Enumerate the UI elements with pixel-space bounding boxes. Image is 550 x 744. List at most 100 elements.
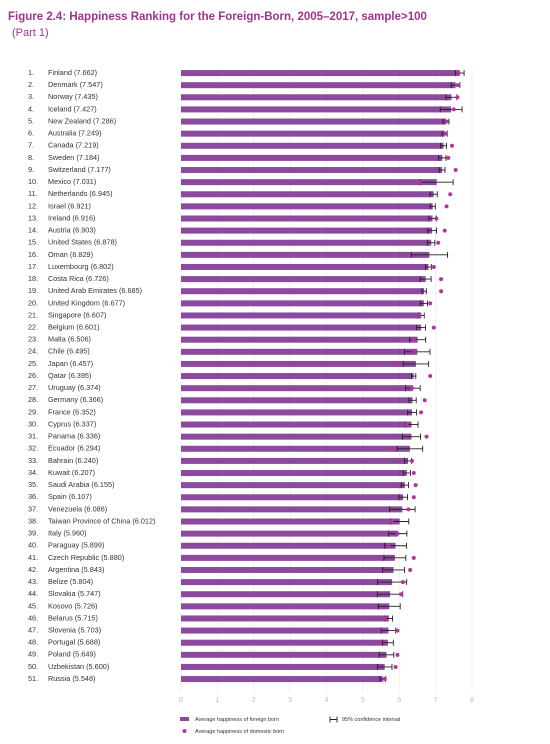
domestic-dot [408, 567, 413, 572]
bar [181, 106, 452, 113]
category-label: Paraguay (5.899) [48, 541, 104, 550]
legend-swatch [180, 717, 189, 721]
domestic-dot [411, 349, 416, 354]
domestic-dot [389, 519, 394, 524]
domestic-dot [448, 192, 453, 197]
rank-label: 6. [28, 129, 34, 138]
rank-label: 33. [28, 456, 38, 465]
category-label: Malta (6.506) [48, 335, 91, 344]
rank-label: 46. [28, 613, 38, 622]
error-bar [398, 494, 408, 501]
domestic-dot [391, 446, 396, 451]
rank-label: 20. [28, 298, 38, 307]
category-label: United States (6.878) [48, 238, 117, 247]
error-bar [427, 227, 437, 234]
rank-label: 45. [28, 601, 38, 610]
bar [181, 518, 400, 525]
domestic-dot [417, 180, 422, 185]
rank-label: 18. [28, 274, 38, 283]
bar [181, 94, 452, 101]
bar [181, 348, 418, 355]
legend-swatch [329, 716, 338, 723]
rank-label: 40. [28, 541, 38, 550]
category-label: Sweden (7.184) [48, 153, 100, 162]
category-label: Slovakia (5.747) [48, 589, 101, 598]
domestic-dot [413, 483, 418, 488]
category-label: Uruguay (6.374) [48, 383, 101, 392]
rank-label: 50. [28, 662, 38, 671]
error-bar [440, 142, 447, 149]
bar [181, 373, 414, 380]
domestic-dot [455, 95, 460, 100]
category-label: Canada (7.219) [48, 141, 99, 150]
category-label: Iceland (7.427) [48, 104, 97, 113]
error-bar [407, 409, 417, 416]
error-bar [402, 360, 430, 367]
domestic-dot [419, 410, 424, 415]
domestic-dot [431, 264, 436, 269]
bar [181, 130, 445, 137]
category-label: Poland (5.649) [48, 650, 96, 659]
legend-label: Average happiness of foreign born [195, 717, 279, 723]
error-bar [382, 566, 405, 573]
domestic-dot [444, 119, 449, 124]
rank-label: 44. [28, 589, 38, 598]
domestic-dot [422, 398, 427, 403]
x-tick-label: 7 [434, 697, 438, 704]
category-label: Russia (5.548) [48, 674, 95, 683]
category-label: Japan (6.457) [48, 359, 93, 368]
domestic-dot [395, 652, 400, 657]
domestic-dot [382, 616, 387, 621]
rank-label: 28. [28, 395, 38, 404]
bar [181, 445, 410, 452]
rank-label: 24. [28, 347, 38, 356]
rank-label: 22. [28, 323, 38, 332]
domestic-dot [411, 495, 416, 500]
domestic-dot [386, 543, 391, 548]
domestic-dot [411, 337, 416, 342]
bar [181, 276, 426, 283]
bar [181, 433, 412, 440]
category-label: Cyprus (6.337) [48, 419, 96, 428]
bar [181, 639, 388, 646]
bar [181, 470, 407, 477]
rank-label: 2. [28, 80, 34, 89]
category-label: Slovenia (5.703) [48, 626, 101, 635]
category-label: Chile (6.495) [48, 347, 90, 356]
bar [181, 191, 434, 198]
rank-label: 17. [28, 262, 38, 271]
domestic-dot [443, 131, 448, 136]
error-bar [383, 554, 407, 561]
category-label: Norway (7.435) [48, 92, 98, 101]
category-label: Israel (6.921) [48, 201, 91, 210]
rank-label: 26. [28, 371, 38, 380]
domestic-dot [395, 628, 400, 633]
bar [181, 118, 447, 125]
bar [181, 167, 443, 174]
error-bar [408, 397, 417, 404]
rank-label: 47. [28, 626, 38, 635]
error-bar [400, 482, 409, 489]
rank-label: 34. [28, 468, 38, 477]
category-label: Venezuela (6.086) [48, 504, 107, 513]
bar [181, 603, 390, 610]
error-bar [425, 263, 432, 270]
bar [181, 70, 460, 77]
bar [181, 421, 412, 428]
category-label: France (6.352) [48, 407, 96, 416]
category-label: Singapore (6.607) [48, 310, 106, 319]
chart-title: Figure 2.4: Happiness Ranking for the Fo… [8, 11, 427, 23]
bar [181, 203, 433, 210]
error-bar [410, 251, 449, 258]
legend-label: 95% confidence interval [342, 717, 400, 723]
domestic-dot [428, 374, 433, 379]
domestic-dot [439, 289, 444, 294]
bar [181, 627, 389, 634]
domestic-dot [400, 580, 405, 585]
category-label: Argentina (5.843) [48, 565, 104, 574]
category-label: Austria (6.903) [48, 226, 96, 235]
bar [181, 179, 437, 186]
category-label: Mexico (7.031) [48, 177, 96, 186]
domestic-dot [451, 107, 456, 112]
bar [181, 251, 430, 258]
